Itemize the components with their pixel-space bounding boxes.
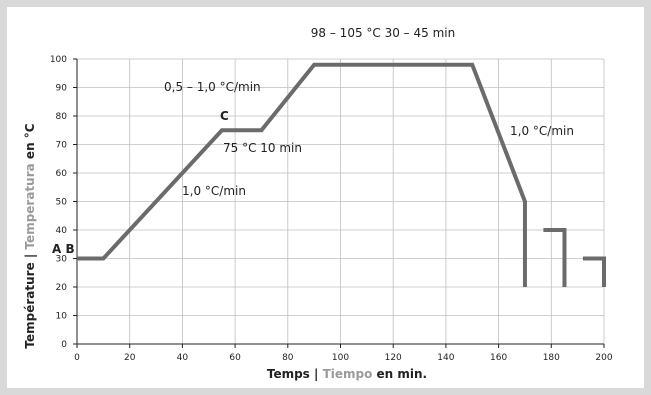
- x-tick-label: 100: [332, 353, 349, 363]
- x-tick-label: 20: [124, 353, 136, 363]
- x-tick-label: 0: [74, 353, 80, 363]
- x-tick-label: 40: [177, 353, 189, 363]
- y-tick-label: 50: [56, 198, 68, 208]
- grid: [77, 58, 605, 344]
- temperature-curve: [77, 62, 527, 287]
- axes: [73, 58, 605, 348]
- y-axis-label-es: Temperatura: [23, 163, 37, 249]
- x-axis-label: Temps | Tiempo en min.: [267, 367, 427, 381]
- x-tick-label: 120: [385, 353, 402, 363]
- annotation-point-c: C: [220, 109, 229, 123]
- x-tick-label: 60: [229, 353, 241, 363]
- annotation-hold: 75 °C 10 min: [223, 141, 302, 155]
- x-tick-label: 200: [595, 353, 612, 363]
- y-axis-label: Température | Temperatura en °C: [23, 123, 37, 348]
- chart-frame: 0 20 40 60 80 100 120 140 160 180 200 0 10 20 30 40 50 6…: [7, 7, 644, 388]
- y-tick-label: 70: [56, 141, 68, 151]
- cooling-step-line: [543, 228, 567, 287]
- y-tick-label: 20: [56, 283, 68, 293]
- annotation-rate-low: 1,0 °C/min: [182, 184, 246, 198]
- x-axis-label-es: Tiempo: [323, 367, 373, 381]
- x-tick-labels: 0 20 40 60 80 100 120 140 160 180 200: [74, 353, 613, 363]
- y-axis-label-unit: en °C: [23, 123, 37, 163]
- x-tick-label: 160: [490, 353, 507, 363]
- y-tick-label: 80: [56, 112, 68, 122]
- x-tick-label: 80: [282, 353, 294, 363]
- cooling-step-line: [582, 256, 606, 287]
- annotation-rate-mid: 0,5 – 1,0 °C/min: [164, 80, 261, 94]
- x-tick-label: 180: [543, 353, 560, 363]
- temperature-chart: 0 20 40 60 80 100 120 140 160 180 200 0 10 20 30 40 50 6…: [23, 26, 613, 381]
- y-axis-label-fr: Température |: [23, 250, 37, 349]
- y-tick-label: 60: [56, 169, 68, 179]
- y-tick-label: 0: [61, 340, 67, 350]
- y-tick-label: 40: [56, 226, 68, 236]
- x-tick-label: 140: [437, 353, 454, 363]
- annotation-points-ab: A B: [52, 242, 75, 256]
- annotation-plateau: 98 – 105 °C 30 – 45 min: [311, 26, 455, 40]
- series-lines: [77, 62, 606, 287]
- annotation-rate-cool: 1,0 °C/min: [510, 124, 574, 138]
- x-axis-label-unit: en min.: [372, 367, 427, 381]
- x-axis-label-fr: Temps |: [267, 367, 323, 381]
- y-tick-labels: 0 10 20 30 40 50 60 70 80 90 100: [50, 55, 67, 350]
- y-tick-label: 10: [56, 312, 68, 322]
- y-tick-label: 90: [56, 84, 68, 94]
- y-tick-label: 100: [50, 55, 67, 65]
- y-tick-label: 30: [56, 255, 68, 265]
